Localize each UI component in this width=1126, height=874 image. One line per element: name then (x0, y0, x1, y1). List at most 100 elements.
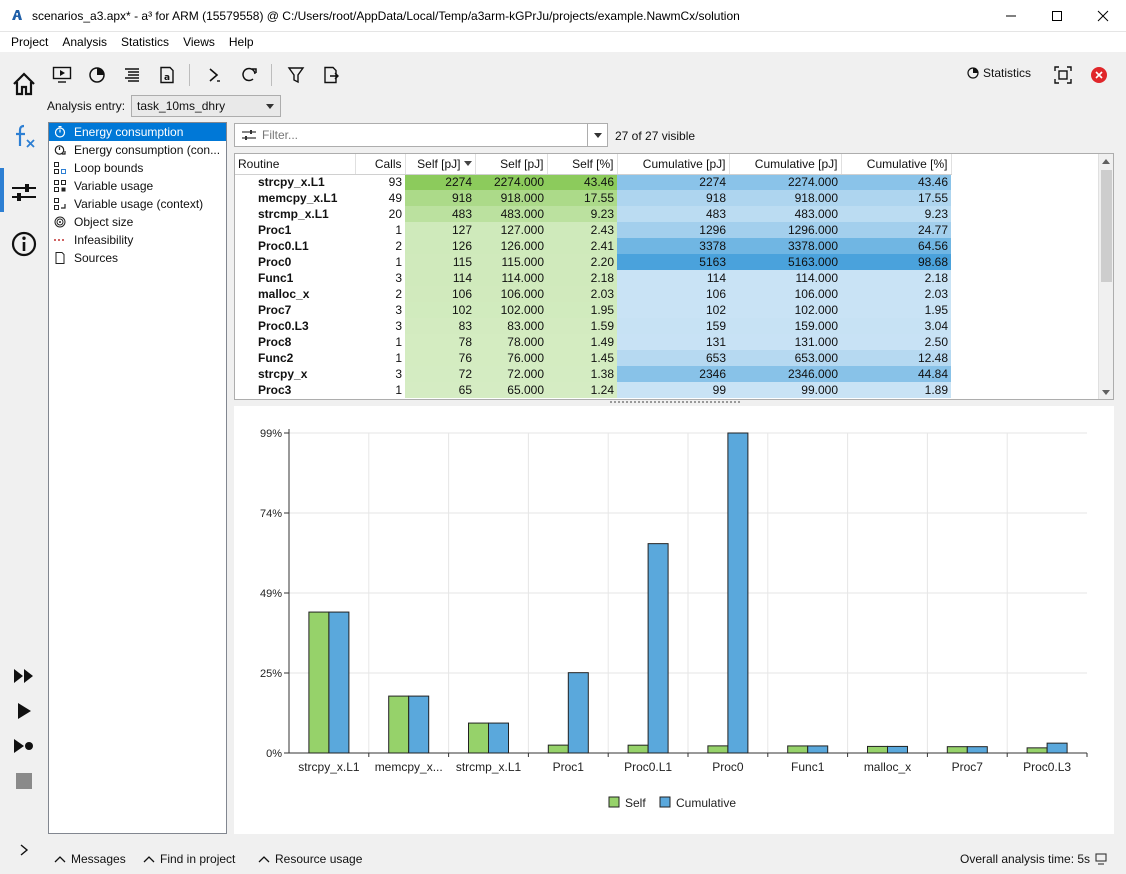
run-to-button[interactable] (6, 728, 42, 764)
export-button[interactable] (318, 62, 344, 88)
self-pj-float-cell: 76.000 (475, 350, 547, 366)
scroll-down-icon[interactable] (1102, 390, 1110, 395)
bar-cumulative[interactable] (887, 745, 908, 754)
bar-cumulative[interactable] (488, 722, 509, 754)
minimize-button[interactable] (988, 0, 1034, 32)
filter-input[interactable] (262, 128, 582, 142)
bar-cumulative[interactable] (807, 745, 829, 754)
table-row[interactable]: memcpy_x.L1 49 918 918.000 17.55 918 918.000 17… (235, 190, 951, 206)
cumulative-percent-cell: 2.50 (841, 334, 951, 350)
table-row[interactable]: Proc3 1 65 65.000 1.24 99 99.000 1.89 (235, 382, 951, 398)
tree-item[interactable]: Energy consumption (con... (49, 141, 226, 159)
table-row[interactable]: strcmp_x.L1 20 483 483.000 9.23 483 483.000 9.2… (235, 206, 951, 222)
filter-box[interactable] (234, 123, 608, 147)
column-header-self-pj[interactable]: Self [pJ] (475, 154, 548, 175)
run-button[interactable] (6, 693, 42, 729)
refresh-button[interactable] (236, 62, 262, 88)
table-row[interactable]: Proc0.L1 2 126 126.000 2.41 3378 3378.000 64.56 (235, 238, 951, 254)
cumulative-pj-cell: 159 (617, 318, 729, 334)
tree-item[interactable]: Loop bounds (49, 159, 226, 177)
bar-cumulative[interactable] (328, 611, 350, 754)
resource-usage-toggle[interactable]: Resource usage (258, 852, 362, 866)
column-header-self-percent[interactable]: Self [%] (547, 154, 618, 175)
legend-label-self: Self (625, 796, 646, 810)
pie-view-button[interactable] (84, 62, 110, 88)
bar-cumulative[interactable] (567, 672, 589, 754)
bar-self[interactable] (787, 745, 809, 754)
column-header-cumulative-percent[interactable]: Cumulative [%] (841, 154, 952, 175)
report-button[interactable] (49, 62, 75, 88)
bar-self[interactable] (946, 746, 968, 754)
bar-self[interactable] (468, 722, 489, 754)
table-row[interactable]: Func1 3 114 114.000 2.18 114 114.000 2.18 (235, 270, 951, 286)
column-header-routine[interactable]: Routine (235, 154, 356, 175)
column-header-cumulative-pj-float[interactable]: Cumulative [pJ] (729, 154, 842, 175)
table-row[interactable]: Proc0.L3 3 83 83.000 1.59 159 159.000 3.04 (235, 318, 951, 334)
table-row[interactable]: Proc7 3 102 102.000 1.95 102 102.000 1.95 (235, 302, 951, 318)
bar-cumulative[interactable] (1046, 742, 1068, 754)
tree-item[interactable]: Object size (49, 213, 226, 231)
home-button[interactable] (6, 66, 42, 102)
table-row[interactable]: Proc1 1 127 127.000 2.43 1296 1296.000 24.77 (235, 222, 951, 238)
bar-cumulative[interactable] (408, 695, 430, 754)
column-header-calls[interactable]: Calls (355, 154, 406, 175)
expand-panel-button[interactable] (6, 832, 42, 868)
close-view-button[interactable] (1086, 62, 1112, 88)
tree-item-label: Energy consumption (74, 125, 184, 139)
stop-button[interactable] (6, 763, 42, 799)
column-header-self-pj-sorted[interactable]: Self [pJ] (405, 154, 476, 175)
run-all-button[interactable] (6, 658, 42, 694)
tree-item[interactable]: Sources (49, 249, 226, 267)
filter-dropdown-button[interactable] (587, 124, 607, 146)
table-row[interactable]: Proc0 1 115 115.000 2.20 5163 5163.000 98.68 (235, 254, 951, 270)
table-row[interactable]: Func2 1 76 76.000 1.45 653 653.000 12.48 (235, 350, 951, 366)
table-row[interactable]: Proc8 1 78 78.000 1.49 131 131.000 2.50 (235, 334, 951, 350)
self-percent-cell: 2.20 (547, 254, 617, 270)
menu-views[interactable]: Views (183, 35, 215, 49)
info-view-button[interactable] (6, 226, 42, 262)
bar-self[interactable] (627, 744, 649, 754)
scrollbar-thumb[interactable] (1101, 170, 1112, 282)
menu-help[interactable]: Help (228, 35, 254, 49)
menu-analysis[interactable]: Analysis (62, 35, 108, 49)
close-icon (1097, 10, 1109, 22)
messages-toggle[interactable]: Messages (54, 852, 126, 866)
fullscreen-button[interactable] (1050, 62, 1076, 88)
bar-self[interactable] (388, 695, 410, 754)
bar-self[interactable] (308, 611, 330, 754)
maximize-button[interactable] (1034, 0, 1080, 32)
tree-item[interactable]: Energy consumption (49, 123, 226, 141)
bar-cumulative[interactable] (647, 543, 669, 754)
annotation-button[interactable]: a (154, 62, 180, 88)
text-view-button[interactable] (119, 62, 145, 88)
step-button[interactable] (201, 62, 227, 88)
bar-self[interactable] (867, 745, 888, 754)
table-row[interactable]: malloc_x 2 106 106.000 2.03 106 106.000 2.03 (235, 286, 951, 302)
bar-cumulative[interactable] (727, 432, 749, 754)
splitter-handle[interactable] (610, 401, 740, 405)
table-scrollbar[interactable] (1098, 154, 1113, 399)
find-in-project-toggle[interactable]: Find in project (143, 852, 235, 866)
tree-item[interactable]: Variable usage (49, 177, 226, 195)
tree-item[interactable]: Infeasibility (49, 231, 226, 249)
cumulative-pj-cell: 483 (617, 206, 729, 222)
tree-item[interactable]: Variable usage (context) (49, 195, 226, 213)
table-row[interactable]: strcpy_x 3 72 72.000 1.38 2346 2346.000 44.84 (235, 366, 951, 382)
minimize-icon (1006, 15, 1016, 17)
scroll-up-icon[interactable] (1102, 159, 1110, 164)
close-window-button[interactable] (1080, 0, 1126, 32)
analysis-entry-select[interactable]: task_10ms_dhry (131, 95, 282, 117)
bar-self[interactable] (1026, 747, 1048, 754)
filter-button[interactable] (283, 62, 309, 88)
document-icon (54, 252, 66, 264)
table-row[interactable]: strcpy_x.L1 93 2274 2274.000 43.46 2274 2274.0… (235, 174, 951, 190)
column-header-cumulative-pj[interactable]: Cumulative [pJ] (617, 154, 730, 175)
menu-statistics[interactable]: Statistics (121, 35, 170, 49)
bar-cumulative[interactable] (966, 746, 988, 754)
bar-self[interactable] (547, 744, 569, 754)
settings-view-button[interactable] (6, 174, 42, 210)
bar-self[interactable] (707, 745, 729, 754)
menu-project[interactable]: Project (11, 35, 49, 49)
functions-view-button[interactable] (6, 118, 42, 154)
statistics-button[interactable]: Statistics (967, 66, 1031, 80)
